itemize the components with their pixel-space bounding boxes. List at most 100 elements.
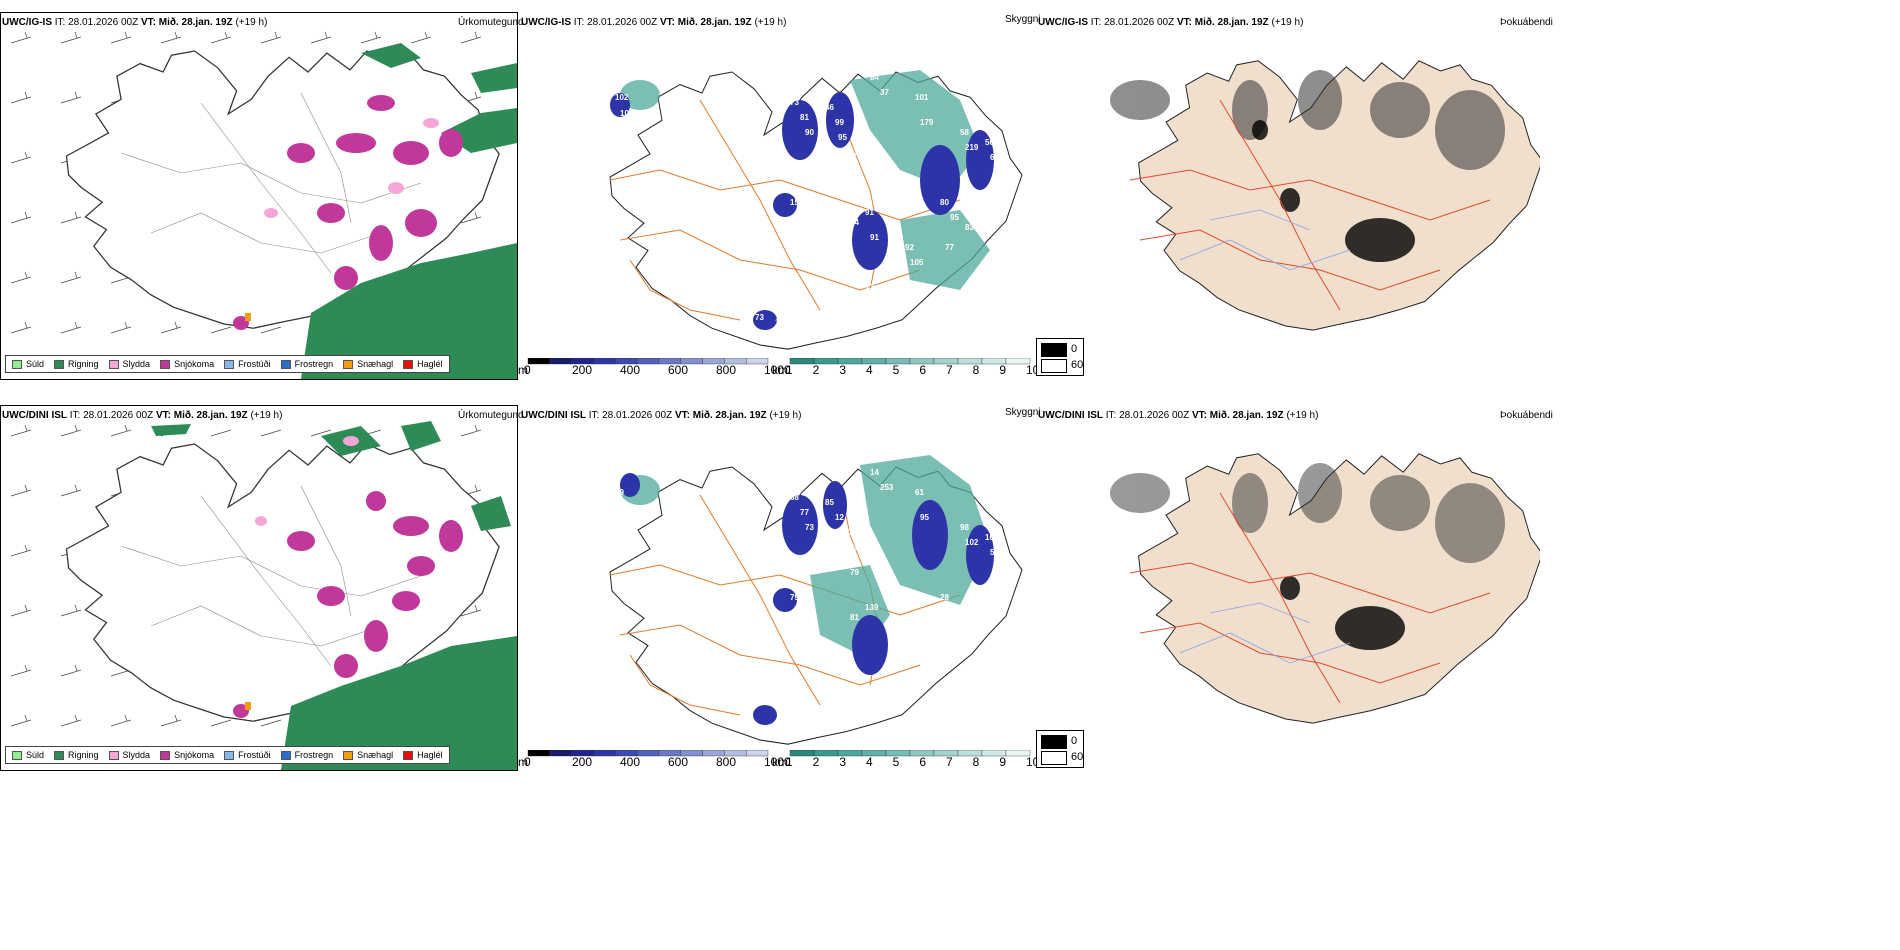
colorbar-swatch [593, 750, 616, 757]
fog-light-swatch [1041, 359, 1067, 373]
colorbar-swatch [527, 358, 551, 365]
ceiling-label: 133 [800, 191, 814, 200]
ceiling-label: 79 [830, 253, 839, 262]
colorbar-tick: 3 [839, 755, 847, 769]
colorbar-tick: 200 [572, 363, 593, 377]
ceiling-label: 73 [790, 98, 799, 107]
valid-time: Mið. 28.jan. 19Z [158, 17, 233, 28]
legend-item: Haglél [403, 359, 443, 369]
ceiling-label: 12 [835, 513, 844, 522]
fog-dark-label: 0 [1071, 735, 1078, 747]
ceiling-label: 133 [850, 148, 864, 157]
valid-time-label: VT: [674, 410, 690, 421]
colorbar-tick: 200 [572, 755, 593, 769]
legend-swatch [54, 750, 65, 760]
header-bottom: UWC/DINI ISL IT: 28.01.2026 00Z VT: Mið.… [2, 410, 282, 422]
legend-swatch [403, 359, 414, 369]
legend-label: Frostúði [238, 750, 271, 760]
issue-time: IT: 28.01.2026 00Z [1090, 17, 1175, 28]
colorbar-tick: 600 [668, 755, 689, 769]
legend-swatch [280, 750, 291, 760]
cbar-m-unit-bottom: m [518, 755, 528, 769]
snow-areas [233, 95, 463, 330]
fog-legend-bottom: 0 60 [1036, 730, 1084, 768]
road-network [609, 89, 961, 321]
issue-time: IT: 28.01.2026 00Z [69, 410, 154, 421]
colorbar-tick: 7 [946, 755, 953, 769]
ceiling-label: 65 [820, 233, 829, 242]
ceiling-label: 85 [825, 498, 834, 507]
colorbar-tick: 800 [716, 363, 737, 377]
ceiling-label: 12 [775, 318, 784, 327]
legend-label: Haglél [417, 750, 443, 760]
legend-label: Frostúði [238, 359, 271, 369]
legend-swatch [280, 359, 291, 369]
model-name: UWC/DINI ISL [2, 410, 67, 421]
legend-label: Snæhagl [357, 750, 394, 760]
header-top: UWC/IG-IS IT: 28.01.2026 00Z VT: Mið. 28… [2, 17, 267, 29]
fog-dark-swatch [1041, 343, 1067, 357]
fog-rivers [1179, 209, 1351, 271]
ceiling-label: 102 [615, 93, 629, 102]
ceiling-label: 45 [945, 638, 954, 647]
colorbar-tick: 6 [919, 363, 927, 377]
legend-swatch [224, 750, 235, 760]
valid-time-label: VT: [659, 17, 675, 28]
ceiling-label: 73 [865, 283, 874, 292]
colorbar-swatch [549, 750, 572, 757]
valid-time-label: VT: [1191, 410, 1207, 421]
header-top-ceiling: UWC/IG-IS IT: 28.01.2026 00Z VT: Mið. 28… [521, 17, 786, 29]
legend-swatch [108, 750, 119, 760]
ceiling-label: 81 [800, 113, 809, 122]
ceiling-label: 28 [940, 593, 949, 602]
precip-type-map-top: Súld Rigning Slydda Snjókoma Frostúði Frostre… [0, 12, 518, 380]
cbar-m-unit-top: m [518, 363, 528, 377]
ceiling-label: 99 [835, 118, 844, 127]
fog-dense [1252, 120, 1415, 262]
valid-time: Mið. 28.jan. 19Z [677, 17, 752, 28]
ceiling-label: 139 [865, 603, 879, 612]
legend-item: Rigning [54, 359, 99, 369]
colorbar-tick: 8 [972, 755, 980, 769]
legend-label: Frostregn [294, 359, 334, 369]
valid-time: Mið. 28.jan. 19Z [1209, 410, 1284, 421]
colorbar-m [527, 358, 769, 365]
legend-swatch [160, 750, 171, 760]
fog-light-label: 60 [1071, 359, 1084, 371]
snow-areas [233, 491, 463, 718]
legend-label: Súld [26, 750, 45, 760]
legend-item: Frostregn [280, 359, 334, 369]
colorbars-top [527, 358, 1031, 365]
header-bottom-ceiling: UWC/DINI ISL IT: 28.01.2026 00Z VT: Mið.… [521, 410, 801, 422]
fog-legend-top: 0 60 [1036, 338, 1084, 376]
precip-legend: Súld Rigning Slydda Snjókoma Frostúði Frostre… [5, 355, 450, 373]
fog-map-top [1060, 20, 1540, 350]
rivers-roads [120, 92, 422, 274]
ceiling-visibility-map-bottom: 89 57 68 77 73 85 12 100 69 40 79 14 253 61 95 98 102 104… [520, 415, 1040, 755]
colorbar-tick: 7 [946, 363, 953, 377]
ceiling-label: 101 [915, 93, 929, 102]
colorbar-tick: 1000 [764, 363, 791, 377]
legend-swatch [108, 359, 119, 369]
ceiling-label: 68 [790, 493, 799, 502]
cbar-km-unit-bottom: km [772, 755, 788, 769]
ceiling-label: 57 [620, 504, 629, 513]
colorbar-tick: 5 [892, 363, 900, 377]
issue-time: IT: 28.01.2026 00Z [1105, 410, 1190, 421]
ceiling-label: 14 [870, 468, 879, 477]
ceiling-label: 154 [850, 173, 864, 182]
precip-type-map-bottom: Súld Rigning Slydda Snjókoma Frostúði Frostre… [0, 405, 518, 771]
ceiling-label: 37 [880, 88, 889, 97]
colorbar-swatch [1005, 358, 1031, 365]
legend-item: Snjókoma [160, 359, 214, 369]
ceiling-label: 253 [880, 483, 894, 492]
fog-dark-swatch [1041, 735, 1067, 749]
legend-item: Frostúði [224, 750, 271, 760]
ceiling-label: 73 [755, 313, 764, 322]
ceiling-label: 95 [838, 133, 847, 142]
model-name: UWC/IG-IS [2, 17, 52, 28]
legend-item: Rigning [54, 750, 99, 760]
lead-time: (+19 h) [235, 17, 268, 28]
ceiling-label: 69 [850, 543, 859, 552]
ceiling-label: 81 [850, 613, 859, 622]
